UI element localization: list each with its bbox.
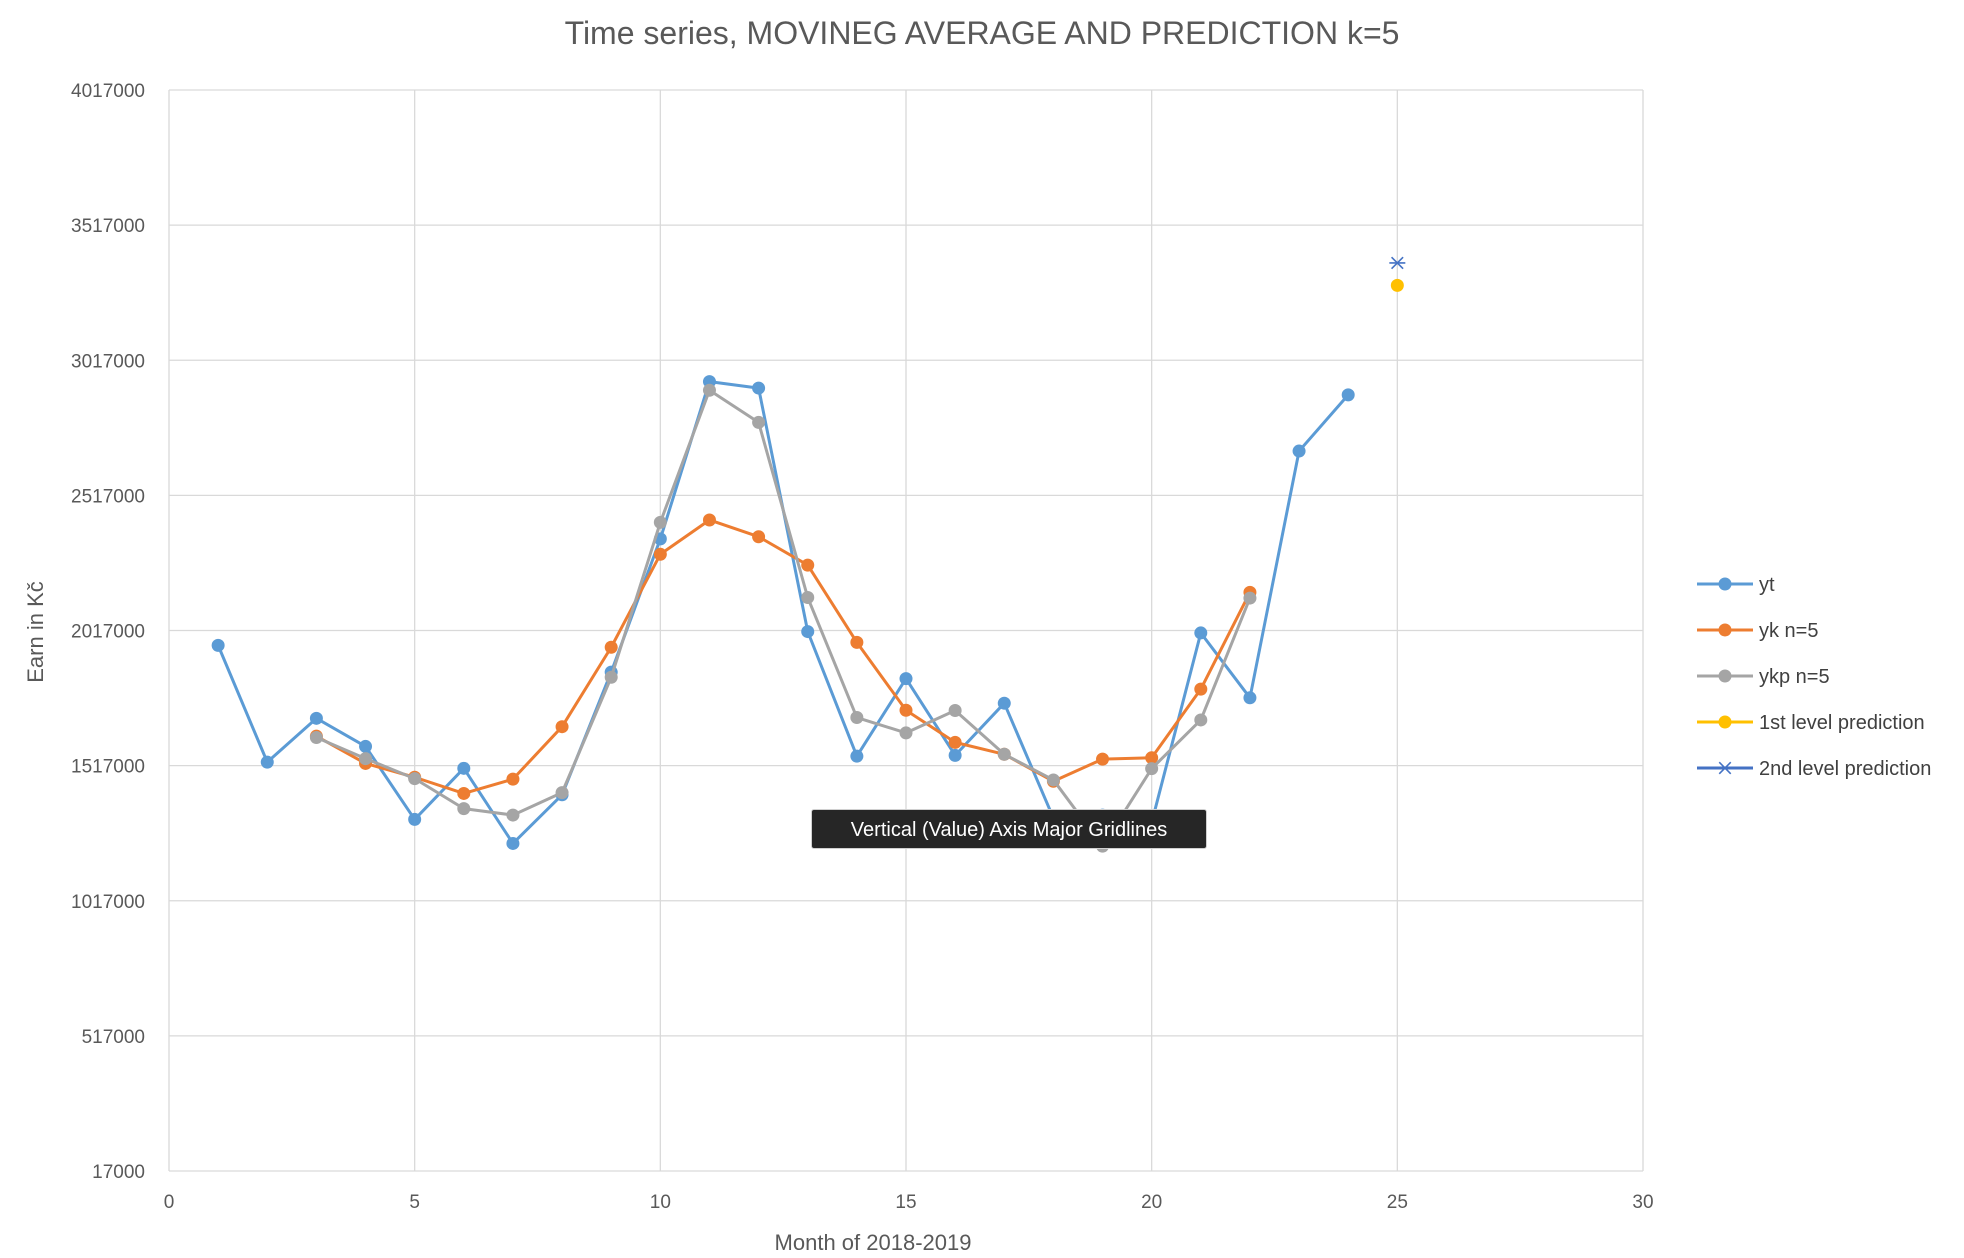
legend-label: yk n=5 [1759, 620, 1818, 642]
data-point [408, 772, 422, 786]
data-point [850, 635, 864, 649]
data-point [457, 786, 471, 800]
data-point [1194, 626, 1208, 640]
legend-item[interactable]: yk n=5 [1697, 620, 1818, 642]
legend-swatch-marker [1718, 715, 1732, 729]
data-point [506, 772, 520, 786]
data-point [1145, 762, 1159, 776]
data-point [1243, 591, 1257, 605]
x-tick-label: 30 [1632, 1192, 1653, 1213]
data-point [359, 739, 373, 753]
data-point [702, 513, 716, 527]
x-tick-label: 0 [164, 1192, 175, 1213]
data-point [899, 672, 913, 686]
x-tick-label: 25 [1387, 1192, 1408, 1213]
data-point [752, 530, 766, 544]
data-point [850, 711, 864, 725]
data-point [1292, 444, 1306, 458]
data-point [1194, 713, 1208, 727]
y-tick-label: 4017000 [71, 81, 145, 102]
data-point [457, 761, 471, 775]
legend-item[interactable]: 1st level prediction [1697, 712, 1925, 734]
x-tick-label: 10 [650, 1192, 671, 1213]
data-point [801, 591, 815, 605]
tooltip: Vertical (Value) Axis Major Gridlines [811, 809, 1207, 849]
legend-label: 1st level prediction [1759, 712, 1925, 734]
y-tick-label: 3517000 [71, 216, 145, 237]
legend-swatch-marker [1718, 623, 1732, 637]
y-tick-label: 1517000 [71, 757, 145, 778]
data-point [752, 415, 766, 429]
y-tick-label: 2017000 [71, 622, 145, 643]
data-point [260, 755, 274, 769]
series-4 [1389, 256, 1406, 270]
chart-title: Time series, MOVINEG AVERAGE AND PREDICT… [565, 15, 1400, 51]
data-point [752, 381, 766, 395]
data-point [1096, 752, 1110, 766]
data-point [948, 735, 962, 749]
data-point [211, 638, 225, 652]
data-point [653, 547, 667, 561]
data-point [506, 808, 520, 822]
data-point [899, 726, 913, 740]
x-axis-title: Month of 2018-2019 [775, 1230, 972, 1255]
gridlines[interactable] [168, 89, 1644, 1172]
y-tick-label: 2517000 [71, 486, 145, 507]
legend-label: yt [1759, 574, 1775, 596]
legend-label: ykp n=5 [1759, 666, 1830, 688]
data-point [604, 670, 618, 684]
data-point [1389, 256, 1406, 270]
data-point [997, 747, 1011, 761]
data-point [359, 752, 373, 766]
data-point [506, 836, 520, 850]
data-point [948, 703, 962, 717]
series-0 [211, 375, 1355, 850]
data-point [408, 812, 422, 826]
x-tick-label: 15 [895, 1192, 916, 1213]
data-point [948, 748, 962, 762]
data-point [702, 383, 716, 397]
data-point [1243, 691, 1257, 705]
data-point [997, 696, 1011, 710]
data-point [850, 749, 864, 763]
data-point [801, 558, 815, 572]
series-line [315, 518, 1252, 795]
y-axis-title: Earn in Kč [23, 581, 48, 683]
data-point [309, 711, 323, 725]
data-point [1145, 751, 1159, 765]
legend-label: 2nd level prediction [1759, 758, 1931, 780]
series-1 [309, 513, 1257, 800]
data-point [309, 731, 323, 745]
x-tick-label: 5 [409, 1192, 420, 1213]
data-point [457, 802, 471, 816]
y-tick-label: 1017000 [71, 892, 145, 913]
legend-item[interactable]: yt [1697, 574, 1775, 596]
data-point [555, 786, 569, 800]
legend-swatch-marker [1717, 761, 1733, 775]
y-tick-label: 17000 [92, 1162, 145, 1183]
legend-swatch-marker [1718, 577, 1732, 591]
legend-item[interactable]: ykp n=5 [1697, 666, 1830, 688]
data-point [899, 703, 913, 717]
legend-item[interactable]: 2nd level prediction [1697, 758, 1931, 780]
data-point [555, 720, 569, 734]
y-tick-label: 3017000 [71, 351, 145, 372]
axes: 0 5 10 15 20 25 301700051700010170001517000201… [71, 81, 1654, 1213]
data-point [1390, 278, 1404, 292]
data-point [653, 515, 667, 529]
series-line [216, 380, 1350, 845]
data-point [801, 625, 815, 639]
plot-series [211, 256, 1406, 853]
data-point [1046, 773, 1060, 787]
data-point [1341, 388, 1355, 402]
y-tick-label: 517000 [82, 1027, 145, 1048]
series-3 [1390, 278, 1404, 292]
data-point [1194, 682, 1208, 696]
legend[interactable]: yt yk n=5 ykp n=5 1st level prediction 2nd l… [1697, 574, 1931, 780]
legend-swatch-marker [1718, 669, 1732, 683]
data-point [604, 640, 618, 654]
x-tick-label: 20 [1141, 1192, 1162, 1213]
